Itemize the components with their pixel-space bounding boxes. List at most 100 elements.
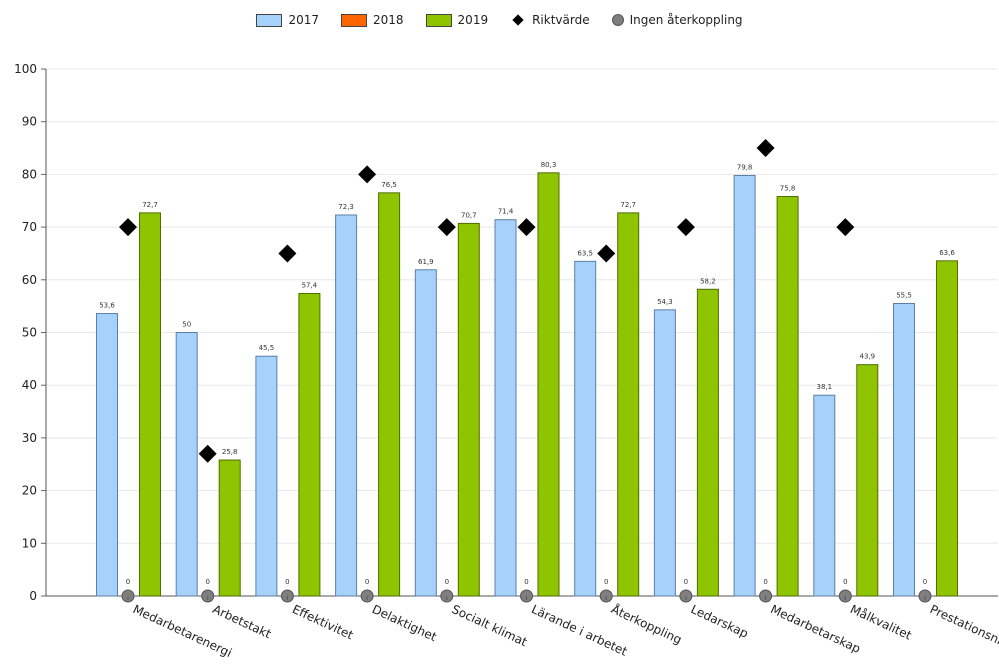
bar-2019[interactable]	[457, 222, 480, 597]
data-label-2019: 76,5	[381, 181, 397, 189]
data-label-2017: 50	[182, 321, 191, 329]
target-diamond[interactable]	[119, 218, 137, 237]
y-tick-label: 70	[22, 220, 37, 234]
target-diamond[interactable]	[597, 244, 616, 263]
data-label-2018: 0	[445, 578, 449, 586]
bar-2017[interactable]	[335, 214, 358, 597]
x-tick-label: Arbetstakt	[210, 602, 273, 641]
bar-2017[interactable]	[175, 332, 198, 597]
y-tick-label: 80	[22, 167, 37, 181]
target-diamond[interactable]	[437, 218, 456, 237]
data-label-2018: 0	[684, 578, 688, 586]
data-label-2017: 71,4	[498, 208, 514, 216]
data-label-2019: 80,3	[541, 161, 557, 169]
y-tick-label: 30	[22, 431, 37, 445]
bar-2019[interactable]	[218, 459, 241, 597]
y-tick-label: 60	[22, 273, 37, 287]
data-label-2018: 0	[763, 578, 767, 586]
x-tick-label: Målkvalitet	[848, 602, 914, 643]
chart-legend: 2017 2018 2019 Riktvärde Ingen återkoppl…	[0, 8, 999, 32]
bar-2019[interactable]	[856, 364, 879, 597]
data-label-2018: 0	[604, 578, 608, 586]
target-diamond[interactable]	[517, 218, 536, 237]
data-label-2017: 54,3	[657, 298, 673, 306]
data-label-2018: 0	[923, 578, 927, 586]
legend-item-no-feedback[interactable]: Ingen återkoppling	[611, 13, 743, 27]
bar-2017[interactable]	[813, 394, 836, 597]
legend-swatch-2019	[425, 13, 452, 27]
bar-2017[interactable]	[893, 303, 915, 597]
y-tick-label: 20	[22, 484, 37, 498]
data-label-2019: 43,9	[860, 353, 876, 361]
bar-2019[interactable]	[378, 192, 401, 597]
data-label-2017: 38,1	[817, 383, 833, 391]
y-tick-label: 10	[22, 536, 37, 550]
legend-label-2018: 2018	[373, 13, 404, 27]
legend-swatch-2018	[341, 13, 367, 27]
bar-2017[interactable]	[574, 260, 597, 597]
bar-2017[interactable]	[733, 174, 756, 597]
y-tick-label: 90	[22, 115, 37, 129]
data-label-2018: 0	[126, 578, 130, 586]
bar-2017[interactable]	[255, 355, 278, 597]
bar-2017[interactable]	[96, 313, 118, 597]
y-tick-label: 40	[22, 378, 37, 392]
target-diamond[interactable]	[278, 244, 297, 263]
data-label-2017: 53,6	[99, 302, 115, 310]
bar-2019[interactable]	[696, 288, 719, 597]
data-label-2017: 63,5	[577, 249, 593, 257]
bar-2019[interactable]	[617, 212, 640, 597]
x-tick-label: Delaktighet	[370, 602, 439, 644]
x-tick-label: Ledarskap	[689, 602, 751, 641]
x-tick-label: Effektivitet	[290, 602, 356, 642]
target-diamond[interactable]	[198, 444, 217, 463]
data-label-2018: 0	[285, 578, 289, 586]
data-label-2018: 0	[365, 578, 369, 586]
data-label-2019: 75,8	[780, 185, 796, 193]
data-label-2019: 57,4	[302, 282, 318, 290]
data-label-2018: 0	[843, 578, 847, 586]
target-diamond[interactable]	[676, 218, 695, 237]
y-tick-label: 0	[29, 589, 37, 603]
data-label-2017: 45,5	[259, 344, 275, 352]
data-label-2017: 72,3	[338, 203, 354, 211]
data-label-2017: 55,5	[896, 292, 912, 300]
x-tick-label: Medarbetarskap	[768, 602, 862, 656]
target-diamond[interactable]	[358, 165, 377, 184]
data-label-2019: 72,7	[142, 201, 158, 209]
data-label-2018: 0	[205, 578, 209, 586]
data-label-2019: 63,6	[939, 249, 955, 257]
data-label-2018: 0	[524, 578, 528, 586]
y-tick-label: 50	[22, 326, 37, 340]
legend-label-2019: 2019	[457, 13, 489, 27]
legend-item-target[interactable]: Riktvärde	[510, 13, 590, 27]
legend-item-2017[interactable]: 2017	[256, 13, 319, 27]
x-tick-label: Återkoppling	[609, 601, 684, 647]
bar-2019[interactable]	[776, 196, 799, 597]
data-label-2019: 58,2	[700, 277, 716, 285]
legend-swatch-2017	[256, 13, 283, 27]
legend-label-target: Riktvärde	[532, 13, 590, 27]
bar-2019[interactable]	[298, 293, 321, 597]
target-diamond[interactable]	[836, 218, 855, 237]
y-tick-label: 100	[14, 62, 37, 76]
data-label-2019: 72,7	[620, 201, 636, 209]
x-tick-label: Prestationsnivå	[928, 602, 999, 654]
bar-2017[interactable]	[494, 219, 517, 597]
legend-label-2017: 2017	[288, 13, 319, 27]
data-label-2019: 70,7	[461, 211, 477, 219]
circle-icon	[611, 14, 624, 26]
legend-label-no-feedback: Ingen återkoppling	[629, 13, 743, 27]
bar-2019[interactable]	[537, 172, 560, 597]
legend-item-2019[interactable]: 2019	[425, 13, 489, 27]
bar-2019[interactable]	[936, 260, 958, 597]
legend-item-2018[interactable]: 2018	[341, 13, 404, 27]
data-label-2017: 79,8	[737, 163, 753, 171]
bar-2017[interactable]	[653, 309, 676, 597]
bar-2019[interactable]	[139, 212, 161, 597]
target-diamond[interactable]	[756, 139, 775, 158]
data-label-2019: 25,8	[222, 448, 238, 456]
bar-2017[interactable]	[414, 269, 437, 597]
data-label-2017: 61,9	[418, 258, 434, 266]
